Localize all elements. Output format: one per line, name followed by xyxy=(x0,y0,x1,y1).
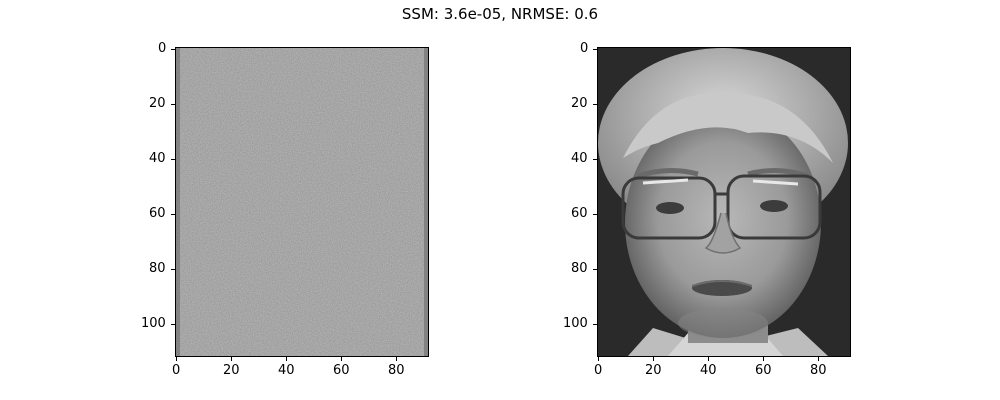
left-x-tick-label: 80 xyxy=(388,363,405,378)
right-x-tick-label: 60 xyxy=(755,363,772,378)
figure-title: SSM: 3.6e-05, NRMSE: 0.6 xyxy=(401,5,599,23)
right-y-tick-label: 40 xyxy=(571,151,588,166)
right-y-tick-label: 60 xyxy=(571,206,588,221)
right-y-tick-label: 100 xyxy=(563,316,588,331)
left-y-tick-label: 0 xyxy=(158,41,167,56)
face-photo-image xyxy=(598,48,850,356)
left-x-tick-label: 20 xyxy=(223,363,240,378)
left-y-tick-label: 20 xyxy=(149,96,166,111)
left-image-frame xyxy=(175,47,429,357)
left-y-tick-label: 60 xyxy=(149,206,166,221)
right-y-tick-label: 0 xyxy=(580,41,589,56)
right-x-tick-label: 80 xyxy=(810,363,827,378)
left-y-tick-label: 40 xyxy=(149,151,166,166)
residual-noise-image xyxy=(176,48,428,356)
right-x-tick-label: 40 xyxy=(700,363,717,378)
right-image-frame xyxy=(597,47,851,357)
left-x-tick-label: 40 xyxy=(278,363,295,378)
right-y-tick-label: 20 xyxy=(571,96,588,111)
right-x-tick-label: 0 xyxy=(594,363,603,378)
right-y-tick-label: 80 xyxy=(571,261,588,276)
left-image-panel: 0 20 40 60 80 0 20 40 60 80 100 xyxy=(141,41,429,378)
left-y-tick-label: 80 xyxy=(149,261,166,276)
left-x-tick-label: 0 xyxy=(172,363,181,378)
right-x-tick-label: 20 xyxy=(645,363,662,378)
left-x-tick-label: 60 xyxy=(333,363,350,378)
left-y-tick-label: 100 xyxy=(141,316,166,331)
